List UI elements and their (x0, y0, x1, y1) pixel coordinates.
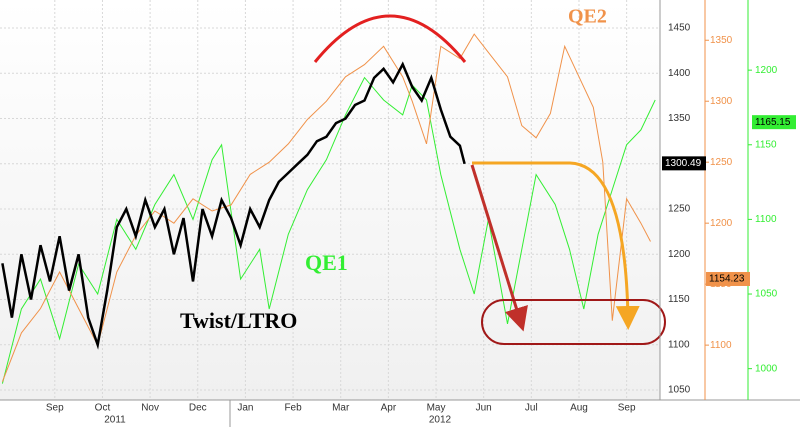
y3-tick-label: 1000 (755, 363, 778, 374)
last-value-label: 1300.49 (665, 158, 702, 169)
arrow (470, 164, 528, 332)
last-value-tag (752, 115, 796, 130)
y3-tick-label: 1150 (755, 139, 777, 150)
series-lines (1, 33, 656, 384)
arrow (472, 161, 640, 330)
x-tick-label: Nov (141, 403, 159, 414)
y-tick-label: 1350 (668, 113, 691, 124)
year-label: 2011 (104, 415, 126, 426)
y-tick-label: 1150 (668, 294, 690, 305)
y-tick-label: 1100 (668, 339, 690, 350)
annotation: QE1 (305, 250, 348, 275)
annotation: QE2 (568, 6, 607, 28)
x-tick-label: Aug (570, 403, 588, 414)
x-tick-label: Jan (237, 403, 253, 414)
y-tick-label: 1400 (668, 68, 691, 79)
y3-tick-label: 1050 (755, 289, 778, 300)
x-tick-label: Sep (618, 403, 636, 414)
last-value-label: 1165.15 (755, 117, 791, 128)
arc-annotation (313, 14, 467, 63)
y3-tick-label: 1200 (755, 65, 778, 76)
x-tick-label: Oct (95, 403, 111, 414)
x-tick-label: Feb (284, 403, 302, 414)
series-line (1, 61, 466, 350)
y3-tick-label: 1100 (755, 214, 777, 225)
y2-tick-label: 1300 (710, 96, 733, 107)
x-tick-label: Jun (476, 403, 492, 414)
y2-tick-label: 1200 (710, 218, 733, 229)
plot-area (0, 0, 660, 400)
y2-tick-label: 1350 (710, 35, 733, 46)
y-tick-label: 1050 (668, 385, 691, 396)
y2-tick-label: 1250 (710, 157, 733, 168)
y2-tick-label: 1100 (710, 340, 732, 351)
y-tick-label: 1250 (668, 204, 691, 215)
x-tick-label: Sep (46, 403, 64, 414)
series-line (1, 76, 656, 384)
last-value-tag (662, 156, 706, 171)
last-value-tag (706, 271, 750, 286)
annotation: Twist/LTRO (180, 308, 297, 333)
series-line (1, 33, 651, 382)
last-value-label: 1154.23 (709, 274, 745, 285)
year-label: 2012 (429, 415, 452, 426)
y-tick-label: 1450 (668, 23, 691, 34)
x-tick-label: Mar (332, 403, 350, 414)
x-tick-label: Apr (381, 403, 397, 414)
x-tick-label: Dec (189, 403, 207, 414)
y-tick-label: 1200 (668, 249, 691, 260)
x-tick-label: Jul (525, 403, 538, 414)
x-tick-label: May (427, 403, 446, 414)
highlight-ellipse (481, 299, 666, 345)
